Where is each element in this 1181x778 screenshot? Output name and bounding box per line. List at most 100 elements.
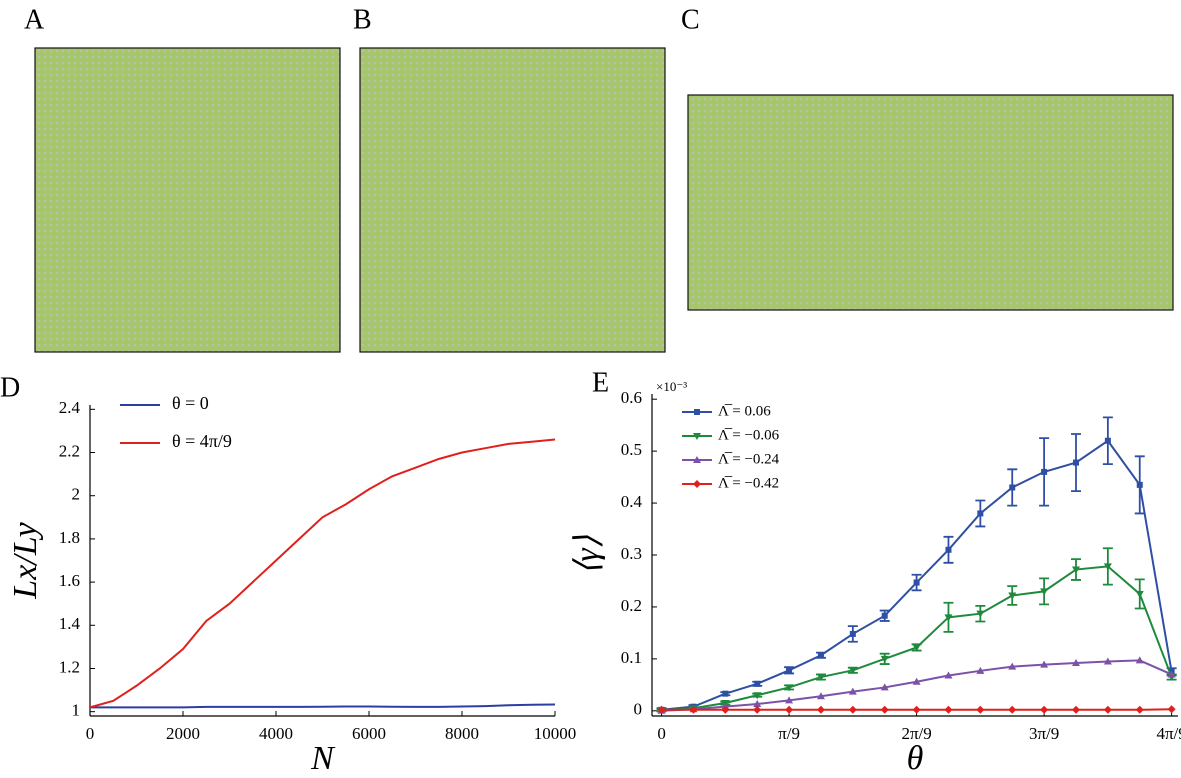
y-axis-label: ⟨γ⟩ [569, 535, 606, 575]
x-tick-label: 2π/9 [901, 724, 931, 743]
x-tick-label: 10000 [534, 724, 577, 743]
marker [912, 705, 921, 714]
series-line [90, 703, 556, 709]
marker [1009, 484, 1016, 491]
x-tick-label: 4π/9 [1156, 724, 1181, 743]
y-tick-label: 2.2 [59, 441, 80, 460]
marker [880, 705, 889, 714]
y-tick-label: 0 [634, 700, 643, 719]
y-axis-label: Lx/Ly [7, 521, 44, 599]
x-tick-label: 2000 [166, 724, 200, 743]
marker [722, 690, 729, 697]
marker [753, 700, 762, 708]
marker [1136, 481, 1143, 488]
x-tick-label: 3π/9 [1029, 724, 1059, 743]
marker [816, 674, 825, 682]
legend-label: Λ̅ = −0.24 [718, 451, 780, 467]
marker [1135, 656, 1144, 664]
marker [976, 705, 985, 714]
y-tick-label: 2.4 [59, 398, 81, 417]
axis-multiplier: ×10⁻³ [656, 379, 687, 394]
marker [786, 667, 793, 674]
x-tick-label: 0 [86, 724, 95, 743]
y-tick-label: 0.4 [621, 492, 643, 511]
series-line [89, 438, 556, 709]
x-axis-label: θ [907, 740, 924, 773]
marker [848, 705, 857, 714]
legend-label: θ = 0 [172, 393, 209, 413]
marker [1008, 662, 1017, 670]
x-tick-label: π/9 [778, 724, 800, 743]
legend-label: Λ̅ = −0.42 [718, 475, 779, 491]
marker [1071, 566, 1080, 574]
marker [785, 705, 794, 714]
marker [913, 579, 920, 586]
marker [1072, 459, 1079, 466]
y-tick-label: 0.3 [621, 544, 642, 563]
y-tick-label: 0.6 [621, 388, 642, 407]
marker [785, 696, 794, 704]
marker [1104, 437, 1111, 444]
legend-marker [693, 480, 701, 488]
marker [881, 612, 888, 619]
panel-label: A [24, 4, 45, 35]
panel-label: D [0, 372, 20, 403]
marker [976, 610, 985, 618]
x-tick-label: 8000 [445, 724, 479, 743]
marker [1135, 705, 1144, 714]
y-tick-label: 0.2 [621, 596, 642, 615]
marker [912, 677, 921, 685]
y-tick-label: 2 [72, 485, 81, 504]
y-tick-label: 0.1 [621, 648, 642, 667]
marker [944, 614, 953, 622]
panel-label: C [681, 4, 700, 35]
marker [849, 630, 856, 637]
marker [689, 705, 698, 714]
marker [1103, 657, 1112, 665]
marker [944, 671, 953, 679]
marker [944, 705, 953, 714]
legend-marker [693, 456, 701, 463]
panel-label: B [353, 4, 372, 35]
marker [880, 655, 889, 663]
series-line [661, 659, 1173, 712]
marker [785, 684, 794, 692]
marker [1103, 563, 1112, 571]
particle-image [359, 47, 666, 353]
marker [848, 687, 857, 695]
y-tick-label: 1.2 [59, 657, 80, 676]
marker [1071, 705, 1080, 714]
legend-marker [693, 433, 701, 440]
marker [1041, 468, 1048, 475]
marker [753, 705, 762, 714]
marker [817, 652, 824, 659]
x-tick-label: 6000 [352, 724, 386, 743]
marker [1071, 659, 1080, 667]
marker [753, 692, 762, 700]
marker [657, 705, 666, 714]
x-tick-label: 4000 [259, 724, 293, 743]
marker [1008, 592, 1017, 600]
marker [1040, 588, 1049, 596]
marker [1167, 670, 1176, 678]
x-tick-label: 0 [657, 724, 666, 743]
marker [945, 546, 952, 553]
marker [1040, 660, 1049, 668]
y-tick-label: 1.8 [59, 528, 80, 547]
panel-label: E [592, 367, 609, 398]
y-tick-label: 1.6 [59, 571, 80, 590]
particle-image [34, 47, 341, 353]
y-tick-label: 1 [72, 701, 81, 720]
marker [976, 666, 985, 674]
marker [1135, 590, 1144, 598]
marker [880, 683, 889, 691]
particle-image [687, 94, 1174, 311]
x-axis-label: N [310, 740, 336, 773]
marker [912, 644, 921, 652]
marker [721, 705, 730, 714]
y-tick-label: 0.5 [621, 440, 642, 459]
marker [1008, 705, 1017, 714]
marker [977, 510, 984, 517]
legend-label: Λ̅ = 0.06 [718, 403, 771, 419]
